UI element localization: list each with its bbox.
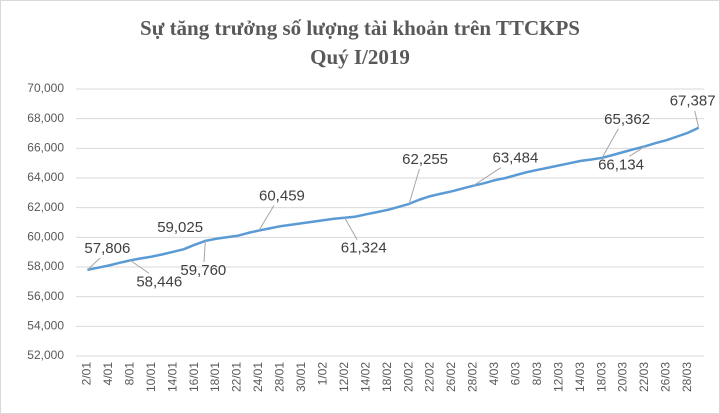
x-tick-label: 6/03 xyxy=(508,362,522,386)
x-tick-label: 22/03 xyxy=(637,362,651,392)
x-tick-label: 18/02 xyxy=(380,362,394,392)
x-tick-label: 4/01 xyxy=(101,362,115,386)
data-label: 67,387 xyxy=(670,93,716,110)
data-label: 63,484 xyxy=(492,150,538,167)
x-tick-label: 30/01 xyxy=(294,362,308,392)
leader-line xyxy=(694,110,700,128)
data-label: 59,760 xyxy=(180,262,226,279)
leader-line xyxy=(258,205,275,231)
leader-line xyxy=(601,128,619,159)
x-tick-label: 22/01 xyxy=(230,362,244,392)
y-tick-label: 68,000 xyxy=(27,111,64,125)
x-tick-label: 8/01 xyxy=(122,362,136,386)
x-tick-label: 26/03 xyxy=(659,362,673,392)
x-tick-label: 28/01 xyxy=(273,362,287,392)
x-tick-label: 28/03 xyxy=(680,362,694,392)
data-label: 61,324 xyxy=(341,240,387,257)
y-tick-label: 60,000 xyxy=(27,230,64,244)
leader-line xyxy=(473,167,502,187)
x-tick-label: 14/01 xyxy=(165,362,179,392)
x-tick-label: 14/02 xyxy=(358,362,372,392)
y-tick-label: 52,000 xyxy=(27,348,64,362)
x-tick-label: 4/03 xyxy=(487,362,501,386)
x-tick-label: 22/02 xyxy=(423,362,437,392)
data-label: 66,134 xyxy=(598,156,644,173)
x-tick-label: 12/03 xyxy=(551,362,565,392)
x-tick-label: 18/01 xyxy=(208,362,222,392)
leader-line xyxy=(203,240,206,262)
x-tick-label: 24/01 xyxy=(251,362,265,392)
x-tick-label: 16/01 xyxy=(187,362,201,392)
chart-title: Quý I/2019 xyxy=(310,45,410,69)
leader-line xyxy=(129,259,150,274)
data-label: 60,459 xyxy=(259,187,305,204)
x-tick-label: 8/03 xyxy=(530,362,544,386)
leader-line xyxy=(408,168,420,205)
data-label: 62,255 xyxy=(402,151,448,168)
y-tick-label: 64,000 xyxy=(27,170,64,184)
y-tick-label: 56,000 xyxy=(27,289,64,303)
y-tick-label: 66,000 xyxy=(27,141,64,155)
data-line xyxy=(87,126,700,272)
x-tick-label: 14/03 xyxy=(573,362,587,392)
data-label: 59,025 xyxy=(157,219,203,236)
leader-line xyxy=(87,257,101,271)
y-tick-label: 54,000 xyxy=(27,319,64,333)
data-label: 58,446 xyxy=(136,273,182,290)
data-label: 57,806 xyxy=(84,240,130,257)
x-tick-label: 20/02 xyxy=(401,362,415,392)
data-label: 65,362 xyxy=(604,111,650,128)
x-tick-label: 28/02 xyxy=(466,362,480,392)
x-tick-label: 18/03 xyxy=(594,362,608,392)
leader-line xyxy=(344,217,358,240)
y-tick-label: 70,000 xyxy=(27,81,64,95)
x-tick-label: 1/02 xyxy=(315,362,329,386)
x-tick-label: 20/03 xyxy=(616,362,630,392)
x-tick-label: 2/01 xyxy=(80,362,94,386)
chart-title: Sự tăng trưởng số lượng tài khoản trên T… xyxy=(140,16,580,40)
x-tick-label: 10/01 xyxy=(144,362,158,392)
y-tick-label: 62,000 xyxy=(27,200,64,214)
y-tick-label: 58,000 xyxy=(27,259,64,273)
x-tick-label: 26/02 xyxy=(444,362,458,392)
leader-line xyxy=(629,145,646,157)
x-tick-label: 12/02 xyxy=(337,362,351,392)
